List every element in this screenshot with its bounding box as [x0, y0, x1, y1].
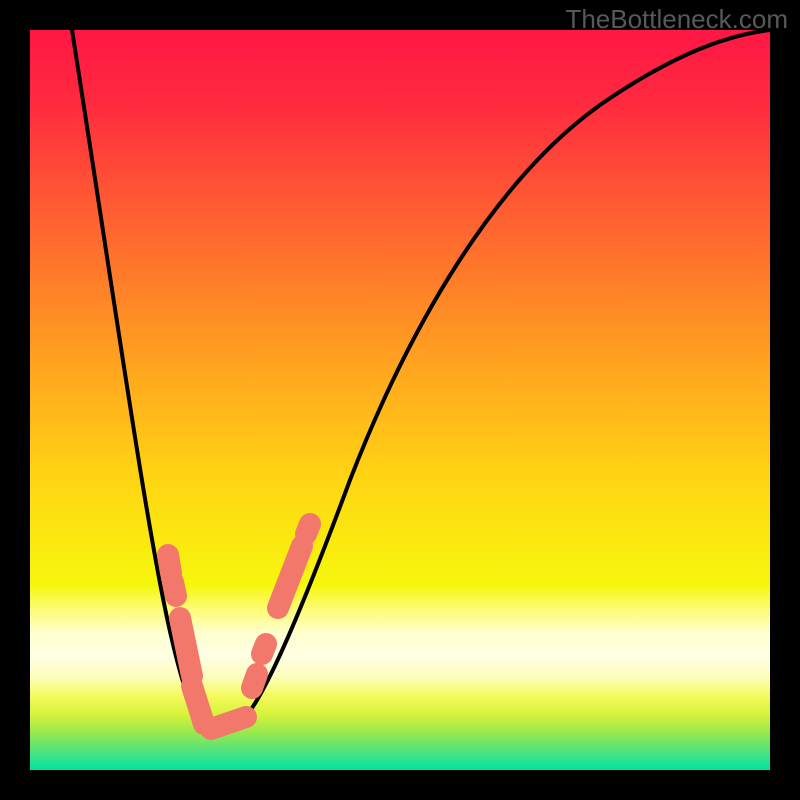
marker-segment [173, 582, 176, 596]
marker-group [168, 524, 310, 729]
watermark-text: TheBottleneck.com [565, 4, 788, 35]
bottleneck-curve [30, 30, 770, 770]
plot-area [30, 30, 770, 770]
marker-segment [192, 686, 204, 724]
marker-segment [278, 546, 302, 608]
marker-segment [306, 524, 310, 534]
marker-segment [252, 674, 257, 688]
marker-segment [168, 555, 171, 573]
chart-frame: TheBottleneck.com [0, 0, 800, 800]
marker-segment [180, 618, 192, 676]
marker-segment [211, 717, 246, 729]
marker-segment [262, 644, 266, 654]
